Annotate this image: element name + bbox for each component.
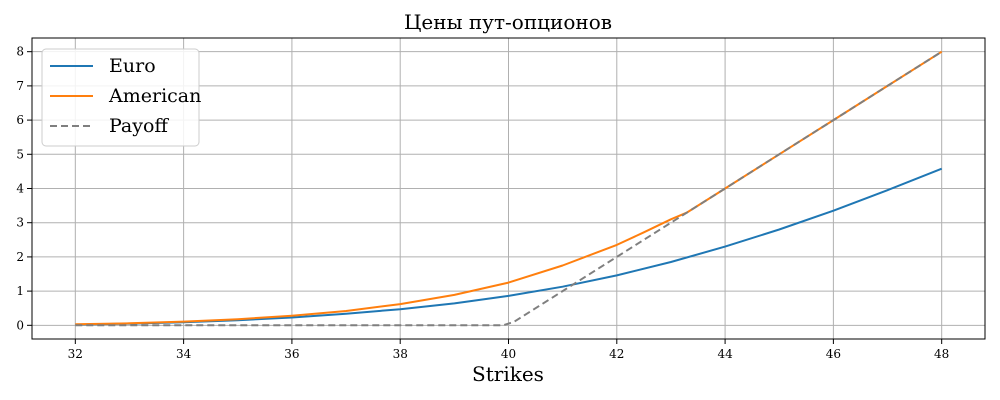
legend: Euro American Payoff	[41, 48, 201, 147]
series-layer	[75, 50, 943, 327]
chart-title: Цены пут-опционов	[404, 10, 612, 34]
grid	[32, 38, 985, 339]
x-tick-label: 48	[934, 347, 949, 361]
x-tick-label: 44	[717, 347, 733, 361]
legend-box	[41, 48, 200, 147]
legend-label-euro: Euro	[109, 55, 156, 77]
x-axis-label: Strikes	[472, 362, 544, 386]
legend-label-payoff: Payoff	[109, 115, 169, 137]
y-tick-label: 5	[16, 147, 24, 161]
x-tick-label: 36	[284, 347, 299, 361]
y-tick-label: 4	[16, 182, 24, 196]
x-tick-label: 42	[609, 347, 624, 361]
x-tick-label: 38	[393, 347, 408, 361]
y-tick-label: 2	[16, 250, 24, 264]
y-tick-label: 3	[16, 216, 24, 230]
y-tick-label: 8	[16, 45, 24, 59]
y-tick-label: 0	[16, 318, 24, 332]
y-tick-label: 1	[16, 284, 24, 298]
x-tick-label: 32	[68, 347, 83, 361]
series-line-payoff	[75, 50, 943, 327]
y-tick-label: 6	[16, 113, 24, 127]
x-tick-label: 40	[501, 347, 516, 361]
x-tick-label: 46	[826, 347, 841, 361]
legend-label-american: American	[108, 85, 201, 107]
x-tick-label: 34	[176, 347, 192, 361]
y-tick-label: 7	[16, 79, 24, 93]
